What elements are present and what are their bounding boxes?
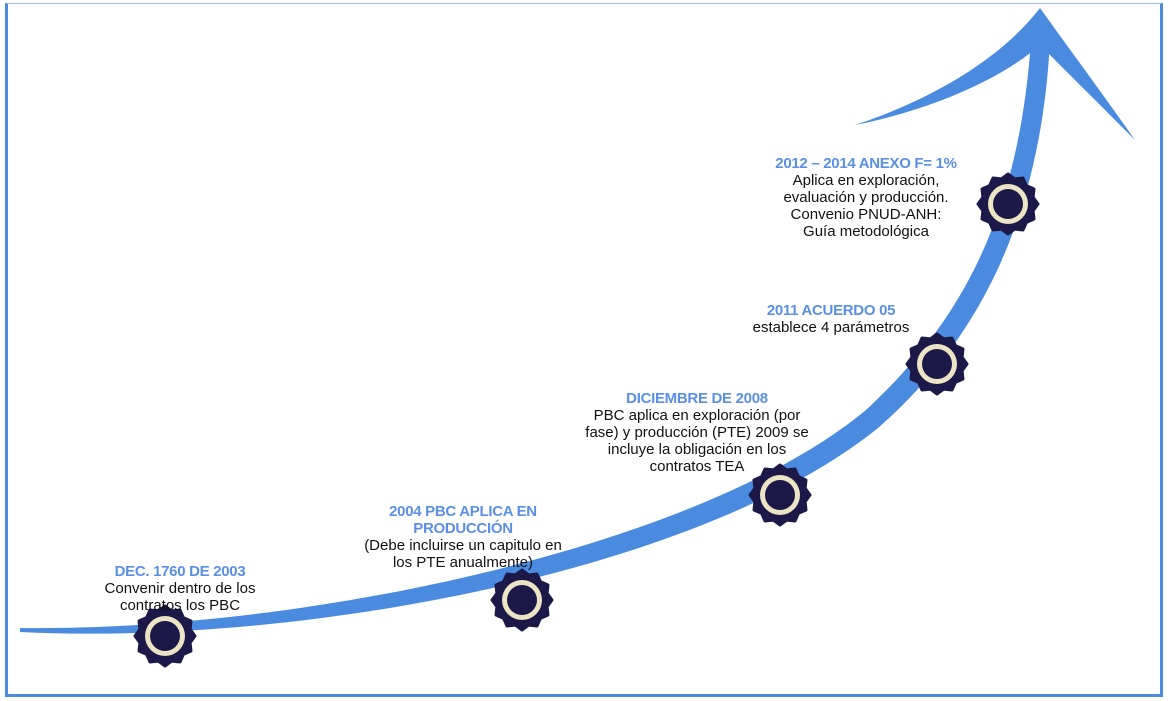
milestone-title: DEC. 1760 DE 2003 — [114, 563, 246, 580]
milestone-5: 2012 – 2014 ANEXO F= 1% Aplica en explor… — [775, 155, 957, 240]
milestone-title: 2012 – 2014 ANEXO F= 1% — [775, 155, 957, 172]
milestone-1: DEC. 1760 DE 2003 Convenir dentro de los… — [105, 563, 256, 614]
milestone-text: Guía metodológica — [803, 223, 929, 240]
milestone-text: los PTE anualmente) — [392, 554, 534, 571]
milestone-text: Convenir dentro de los — [104, 580, 256, 597]
milestone-title: 2004 PBC APLICA EN — [389, 503, 537, 520]
milestone-node-icon — [490, 568, 554, 632]
arrow-head — [855, 8, 1135, 140]
milestone-node-icon — [905, 332, 969, 396]
milestone-text: PBC aplica en exploración (por — [593, 407, 801, 424]
milestone-node-icon — [976, 172, 1040, 236]
milestone-4: 2011 ACUERDO 05 establece 4 parámetros — [753, 302, 910, 336]
milestone-text: contratos los PBC — [119, 597, 241, 614]
milestone-text: fase) y producción (PTE) 2009 se — [585, 424, 809, 441]
milestone-text: contratos TEA — [649, 458, 745, 475]
milestone-3: DICIEMBRE DE 2008 PBC aplica en explorac… — [585, 390, 808, 475]
milestone-title: 2011 ACUERDO 05 — [766, 302, 896, 319]
milestone-node-icon — [748, 463, 812, 527]
milestone-title: PRODUCCIÓN — [413, 520, 513, 537]
milestone-title: DICIEMBRE DE 2008 — [626, 390, 768, 407]
milestone-text: (Debe incluirse un capitulo en — [364, 537, 562, 554]
diagram-frame — [5, 3, 1163, 697]
milestone-text: Convenio PNUD-ANH: — [790, 206, 942, 223]
milestone-text: evaluación y producción. — [783, 189, 949, 206]
milestone-text: Aplica en exploración, — [792, 172, 940, 189]
milestone-text: establece 4 parámetros — [752, 319, 910, 336]
milestone-2: 2004 PBC APLICA EN PRODUCCIÓN (Debe incl… — [364, 503, 562, 571]
milestone-text: incluye la obligación en los — [607, 441, 787, 458]
milestone-node-icon — [133, 604, 197, 668]
